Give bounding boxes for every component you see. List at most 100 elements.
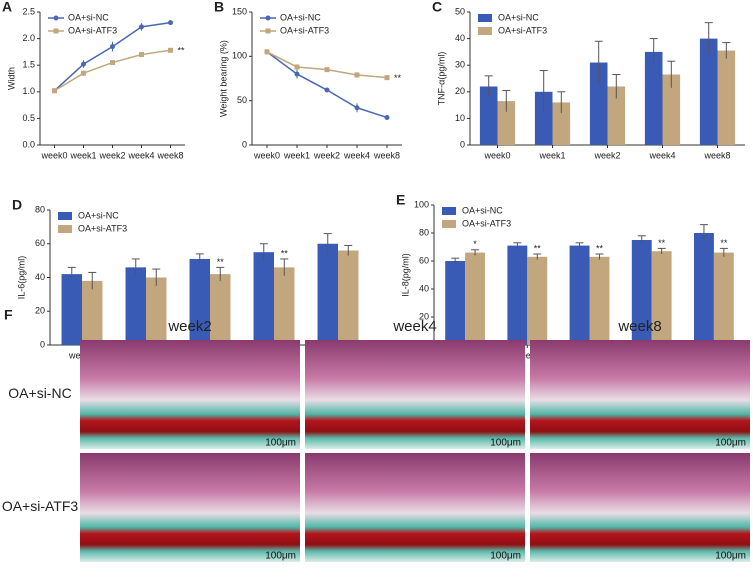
histology-image (530, 340, 750, 449)
y-axis-label: Width (6, 67, 16, 90)
legend-label: OA+si-NC (78, 210, 119, 220)
x-tick-label: week0 (253, 150, 280, 160)
bar (125, 267, 146, 345)
significance: ** (178, 46, 186, 56)
bar (253, 252, 274, 345)
significance: ** (658, 238, 666, 248)
y-tick-label: 150 (232, 6, 247, 16)
y-axis-label: TNF-α(pg/ml) (436, 52, 446, 106)
bar (644, 51, 663, 145)
y-tick-label: 0 (40, 339, 45, 349)
column-label: week8 (617, 318, 661, 335)
bar (274, 267, 295, 345)
row-label: OA+si-NC (8, 385, 71, 401)
bar (146, 277, 167, 345)
y-tick-label: 40 (35, 272, 45, 282)
y-tick-label: 10 (455, 113, 465, 123)
histology-image (80, 453, 300, 562)
bar (662, 74, 681, 145)
point (294, 71, 300, 77)
y-tick-label: 60 (35, 238, 45, 248)
scale-bar-label: 100μm (265, 551, 296, 562)
significance: ** (534, 243, 542, 253)
x-tick-label: week1 (283, 150, 310, 160)
legend-marker (265, 15, 271, 21)
scale-bar-label: 100μm (490, 438, 521, 449)
point (264, 49, 270, 55)
bar (717, 50, 736, 145)
panel-label: E (396, 192, 405, 208)
histology-image (305, 453, 525, 562)
panel-label: D (12, 197, 22, 213)
y-tick-label: 40 (455, 33, 465, 43)
bar (189, 258, 210, 345)
x-tick-label: week0 (40, 150, 67, 160)
x-tick-label: week2 (98, 150, 125, 160)
histology-image (530, 453, 750, 562)
point (110, 60, 115, 66)
bar (607, 86, 626, 145)
legend-marker (53, 15, 59, 21)
legend-marker (265, 28, 271, 34)
bar (569, 245, 590, 345)
point (354, 72, 360, 78)
point (52, 88, 57, 94)
legend-label: OA+si-NC (68, 12, 109, 22)
bar (589, 62, 608, 145)
y-tick-label: 20 (419, 311, 429, 321)
x-tick-label: week4 (648, 150, 675, 160)
point (324, 87, 330, 93)
x-tick-label: week2 (313, 150, 340, 160)
legend-swatch (478, 14, 492, 22)
y-tick-label: 100 (232, 51, 247, 61)
scale-bar-label: 100μm (715, 438, 746, 449)
x-tick-label: week4 (343, 150, 370, 160)
y-tick-label: 50 (237, 95, 247, 105)
bar (82, 280, 103, 345)
x-tick-label: week2 (593, 150, 620, 160)
panel-label: C (432, 0, 442, 15)
line (54, 49, 171, 92)
y-tick-label: 60 (419, 255, 429, 265)
y-tick-label: 1.5 (22, 60, 35, 70)
point (324, 67, 330, 73)
legend-swatch (442, 207, 456, 215)
legend-label: OA+si-NC (280, 12, 321, 22)
point (168, 20, 173, 26)
y-axis-label: Weight bearing (%) (218, 40, 228, 117)
bar (210, 274, 231, 345)
y-tick-label: 0.0 (22, 139, 35, 149)
x-tick-label: week1 (538, 150, 565, 160)
point (139, 24, 144, 30)
legend-swatch (478, 27, 492, 35)
legend-label: OA+si-NC (498, 12, 539, 22)
legend-label: OA+si-ATF3 (78, 223, 127, 233)
significance: ** (596, 243, 604, 253)
point (294, 64, 300, 70)
y-tick-label: 1.0 (22, 86, 35, 96)
bar (589, 256, 610, 345)
significance: ** (281, 248, 289, 258)
y-axis-label: IL-6(pg/ml) (16, 256, 26, 300)
y-tick-label: 50 (455, 6, 465, 16)
y-tick-label: 0 (242, 139, 247, 149)
legend-marker (53, 28, 59, 34)
bar (507, 245, 528, 345)
significance: * (473, 239, 477, 249)
histology-image (305, 340, 525, 449)
x-tick-label: week8 (373, 150, 400, 160)
panel-label: F (4, 307, 13, 323)
histology-image (80, 340, 300, 449)
column-label: week2 (167, 318, 211, 335)
y-tick-label: 0.5 (22, 113, 35, 123)
point (81, 61, 86, 67)
x-tick-label: week1 (513, 350, 540, 360)
x-tick-label: week0 (483, 150, 510, 160)
point (384, 115, 390, 121)
y-tick-label: 40 (419, 283, 429, 293)
bar (552, 102, 571, 145)
scale-bar-label: 100μm (490, 551, 521, 562)
bar (317, 243, 338, 345)
row-label: OA+si-ATF3 (2, 498, 79, 514)
significance: ** (394, 73, 402, 83)
